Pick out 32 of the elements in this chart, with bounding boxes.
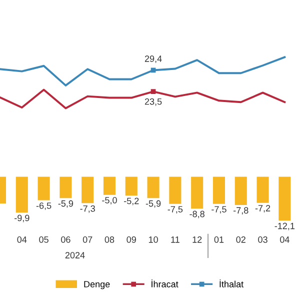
legend-label: İthalat: [220, 279, 244, 288]
x-tick-label: 09: [126, 236, 136, 243]
data-label: -7,2: [255, 205, 270, 212]
data-label: -7,5: [212, 206, 226, 214]
data-label: -9,9: [14, 214, 30, 222]
x-tick-label: 04: [17, 236, 27, 243]
text: 2024: [65, 252, 85, 258]
x-tick-label: 07: [82, 236, 92, 243]
x-tick-label: 11: [171, 236, 180, 243]
legend-label: Denge: [84, 281, 110, 290]
data-label: -5,0: [102, 197, 117, 204]
data-label: -5,9: [146, 200, 161, 208]
data-label: -7,8: [234, 207, 248, 215]
data-label: -12,1: [274, 222, 295, 230]
x-tick-label: 08: [104, 236, 114, 243]
data-label: -6,5: [36, 202, 52, 210]
data-label: -7,5: [168, 206, 183, 214]
x-tick-label: 03: [258, 236, 268, 243]
x-tick-label: 10: [148, 236, 158, 243]
data-label: 29,4: [144, 56, 162, 63]
x-tick-label: 04: [280, 236, 290, 243]
data-label: -7,3: [80, 205, 95, 213]
legend-label: İhracat: [152, 279, 178, 288]
x-tick-label: 05: [39, 236, 48, 243]
x-tick-label: 06: [61, 236, 70, 243]
x-tick-label: 12: [192, 236, 202, 243]
data-label: -8,8: [190, 210, 204, 218]
data-label: -5,2: [124, 198, 139, 206]
data-label: 23,5: [144, 98, 162, 106]
x-tick-label: 01: [214, 236, 224, 243]
x-tick-label: 02: [236, 236, 246, 243]
data-label: -5,9: [58, 200, 74, 208]
